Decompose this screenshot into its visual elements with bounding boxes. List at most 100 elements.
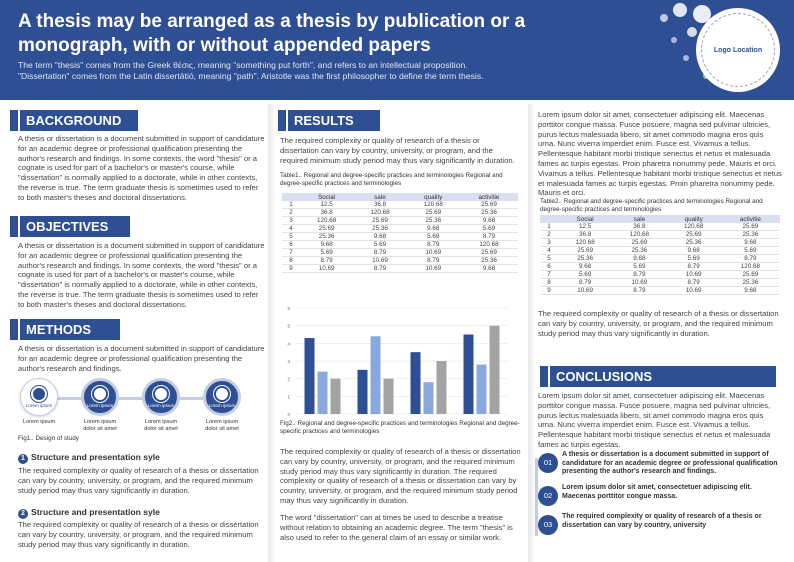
- table-cell: 25.69: [406, 208, 460, 218]
- table-cell: 4: [540, 246, 558, 256]
- table-header-cell: [540, 215, 558, 223]
- y-tick-label: 6: [287, 306, 290, 311]
- table-cell: 25.69: [459, 201, 518, 210]
- table-cell: 25.36: [459, 208, 518, 218]
- table-cell: 120.68: [406, 201, 460, 210]
- table-row: 4 25.69 25.36 9.68 5.69: [540, 246, 780, 256]
- table-row: 7 5.69 8.79 10.69 25.69: [540, 270, 780, 280]
- table-row: 7 5.69 8.79 10.69 25.69: [282, 248, 518, 258]
- sub-heading-1: 1 Structure and presentation syle: [18, 452, 160, 464]
- table-cell: 8.79: [353, 264, 407, 274]
- table-cell: 9.68: [459, 216, 518, 226]
- table-row: 3 120.68 25.69 25.36 9.68: [282, 216, 518, 226]
- y-tick-label: 3: [287, 359, 290, 364]
- results-intro: The required complexity or quality of re…: [280, 136, 515, 165]
- table-row: 8 8.79 10.69 8.79 25.36: [282, 256, 518, 266]
- table-cell: 25.69: [720, 223, 780, 232]
- method-step-3: Lorem ipsum Lorem ipsum dolor sit amet: [138, 378, 184, 432]
- y-tick-label: 4: [287, 341, 290, 346]
- target-icon: [214, 386, 230, 402]
- table-cell: 9.68: [406, 224, 460, 234]
- table-cell: 25.69: [612, 238, 667, 248]
- table-cell: 120.68: [666, 223, 721, 232]
- poster-title: A thesis may be arranged as a thesis by …: [18, 11, 526, 56]
- table-cell: 3: [282, 216, 300, 226]
- table1-caption: Table1.. Regional and degree-specific pr…: [280, 172, 503, 187]
- bar-chart: 0 1 2 3 4 5 6: [287, 306, 508, 417]
- methods-text: A thesis or dissertation is a document s…: [18, 344, 265, 373]
- table-cell: 5.69: [720, 246, 780, 256]
- table-cell: 8: [540, 278, 558, 288]
- table-cell: 4: [282, 224, 300, 234]
- table-cell: 25.69: [558, 246, 613, 256]
- table-cell: 120.68: [720, 262, 780, 272]
- table-row: 3 120.68 25.69 25.36 9.68: [540, 238, 780, 248]
- table-cell: 36.8: [558, 230, 613, 240]
- chart-bar: [370, 336, 381, 414]
- table-cell: 9.68: [720, 286, 780, 296]
- table-header-cell: Social: [300, 193, 354, 201]
- table-cell: 9.68: [720, 238, 780, 248]
- table-row: 5 25.36 9.68 5.69 8.79: [282, 232, 518, 242]
- y-tick-label: 1: [287, 394, 290, 399]
- table-cell: 9: [282, 264, 300, 274]
- table-cell: 25.36: [406, 216, 460, 226]
- chart-bar: [317, 371, 328, 414]
- number-badge: 03: [538, 515, 558, 535]
- table-header-cell: sale: [353, 193, 407, 201]
- table-header-cell: sale: [612, 215, 667, 223]
- chart-bar: [410, 352, 421, 414]
- number-badge: 02: [538, 486, 558, 506]
- column-divider: [268, 104, 276, 562]
- table-cell: 120.68: [300, 216, 354, 226]
- table-row: 1 12.5 36.8 120.68 25.69: [282, 201, 518, 210]
- table-cell: 25.69: [720, 270, 780, 280]
- table-cell: 10.69: [666, 270, 721, 280]
- conclusion-connector: [535, 458, 538, 536]
- chart-bar: [330, 378, 341, 414]
- table-cell: 10.69: [406, 248, 460, 258]
- table-row: 2 36.8 120.68 25.69 25.36: [540, 230, 780, 240]
- y-tick-label: 0: [287, 412, 290, 417]
- table-cell: 25.69: [300, 224, 354, 234]
- logo-badge: Logo Location: [696, 8, 780, 92]
- table-row: 5 25.36 9.68 5.69 8.79: [540, 254, 780, 264]
- conclusion-item-2: 02 Lorem ipsum dolor sit amet, consectet…: [538, 484, 782, 510]
- table-cell: 25.36: [558, 254, 613, 264]
- chart-bar: [436, 361, 447, 414]
- table-cell: 7: [540, 270, 558, 280]
- method-step-4: Lorem ipsum Lorem ipsum dolor sit amet: [199, 378, 245, 432]
- table-cell: 36.8: [300, 208, 354, 218]
- table-cell: 9.68: [353, 232, 407, 242]
- table-cell: 10.69: [612, 278, 667, 288]
- pie-chart-icon: [31, 386, 47, 402]
- table-cell: 25.36: [720, 230, 780, 240]
- table-cell: 10.69: [300, 264, 354, 274]
- chart-bar: [357, 369, 368, 414]
- y-tick-label: 2: [287, 377, 290, 382]
- sub1-text: The required complexity or quality of re…: [18, 466, 259, 495]
- table-cell: 9: [540, 286, 558, 296]
- table-cell: 36.8: [353, 201, 407, 210]
- table-cell: 5.69: [459, 224, 518, 234]
- target-icon: [153, 386, 169, 402]
- table-header-cell: quality: [666, 215, 721, 223]
- table-row: 4 25.69 25.36 9.68 5.69: [282, 224, 518, 234]
- chart-bar: [423, 382, 434, 414]
- table-cell: 10.69: [406, 264, 460, 274]
- table-cell: 25.36: [612, 246, 667, 256]
- table-cell: 9.68: [300, 240, 354, 250]
- chart-bar: [383, 378, 394, 414]
- table-row: 8 8.79 10.69 8.79 25.36: [540, 278, 780, 288]
- table-header-cell: activitie: [720, 215, 780, 223]
- table-header-cell: [282, 193, 300, 201]
- table-cell: 36.8: [612, 223, 667, 232]
- column-divider: [528, 104, 536, 562]
- table-header-cell: activitie: [459, 193, 518, 201]
- table-cell: 8.79: [406, 256, 460, 266]
- table-cell: 8.79: [300, 256, 354, 266]
- after-table-text: The required complexity or quality of re…: [538, 309, 779, 338]
- table1: Social sale quality activitie 1 12.5 36.8 120.…: [282, 193, 518, 274]
- conclusion-item-3: 03 The required complexity or quality of…: [538, 513, 782, 539]
- table-cell: 8.79: [406, 240, 460, 250]
